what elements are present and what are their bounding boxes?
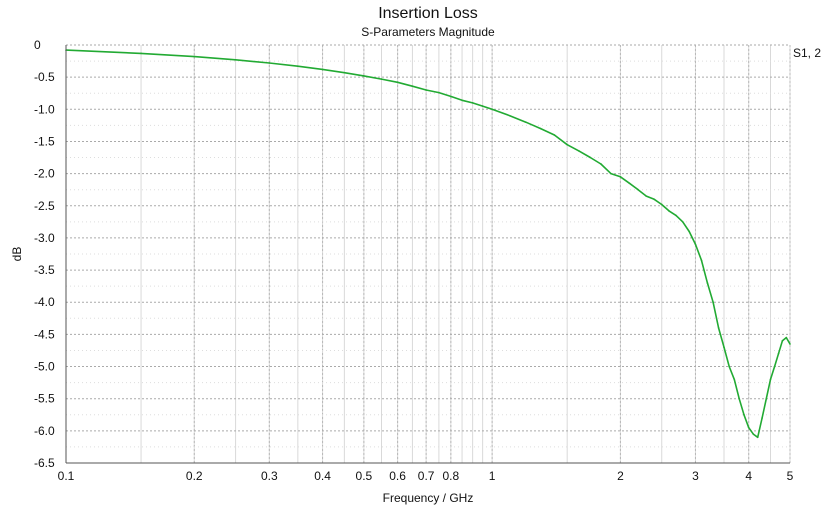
series-point [712,301,714,304]
series-point [717,327,720,329]
series-point [619,176,622,178]
series-point [765,397,768,400]
series-point [723,346,725,349]
series-point [781,340,784,342]
legend-series-label: S1, 2 [793,46,821,60]
y-tick-label: -2.0 [34,167,55,181]
x-axis-label: Frequency / GHz [383,491,474,505]
x-tick-label: 0.1 [58,469,75,483]
series-point [481,105,484,107]
y-tick-label: -6.0 [34,424,55,438]
series-point [508,114,511,117]
series-point [525,121,527,123]
series-point [578,150,580,152]
series-point [756,436,759,439]
series-point [789,343,791,345]
series-point [610,172,612,175]
series-point [193,55,196,58]
x-tick-label: 4 [745,469,752,483]
series-point [668,210,670,212]
series-point [738,397,741,400]
series-point [645,195,648,197]
x-tick-label: 0.7 [418,469,435,483]
x-tick-label: 2 [617,469,624,483]
series-point [140,52,142,55]
series-point [777,352,780,355]
series-point [539,127,542,130]
x-tick-label: 0.5 [356,469,373,483]
y-tick-label: -5.0 [34,360,55,374]
series-point [628,182,631,185]
series-point [297,65,299,68]
x-tick-label: 0.8 [442,469,459,483]
series-point [688,230,690,233]
series-point [675,214,677,217]
series-point [321,68,324,71]
series-point [438,91,440,94]
series-point [773,365,776,368]
tick-labels: 0.1 0.2 0.3 0.4 0.5 0.6 0.7 0.8 1 2 3 4 5 0 -0.5 -1.0 -1… [34,38,794,483]
y-tick-label: -6.5 [34,456,55,470]
series-point [785,336,788,339]
series-point [653,198,655,201]
axes [65,45,790,464]
series-point [728,365,731,368]
x-tick-label: 3 [692,469,699,483]
series-point [761,417,763,419]
y-tick-label: -3.0 [34,231,55,245]
series-point [396,81,399,84]
y-tick-label: -1.5 [34,134,55,148]
x-tick-label: 0.6 [389,469,406,483]
y-tick-label: -2.5 [34,199,55,213]
series-point [471,102,474,104]
y-tick-label: -4.0 [34,295,55,309]
series-point [566,143,568,146]
series-point [553,134,556,136]
y-tick-label: -5.5 [34,392,55,406]
series-point [425,89,427,91]
series-point [450,95,452,98]
x-tick-label: 0.4 [314,469,331,483]
series-point [747,426,750,429]
series-point [743,413,745,416]
chart-subtitle: S-Parameters Magnitude [361,25,495,39]
series-point [769,378,772,381]
series-point [461,99,463,102]
x-tick-label: 1 [489,469,496,483]
series-point [637,188,639,191]
chart-title: Insertion Loss [378,5,478,22]
series-point [234,58,237,61]
x-tick-label: 5 [787,469,794,483]
series-point [700,259,703,262]
series-group [65,49,791,439]
y-tick-label: -4.5 [34,327,55,341]
y-tick-label: -0.5 [34,70,55,84]
x-tick-label: 0.2 [186,469,203,483]
grid-lines [65,44,791,464]
series-point [380,78,383,80]
series-line-s12 [65,49,791,439]
series-point [733,378,736,381]
series-point [752,433,755,435]
series-point [343,71,346,74]
series-point [268,62,271,64]
series-point [681,221,684,223]
x-tick-label: 0.3 [261,469,278,483]
y-axis-label: dB [10,247,24,262]
y-tick-label: -3.5 [34,263,55,277]
series-point [660,203,663,206]
y-tick-label: -1.0 [34,102,55,116]
series-point [411,85,414,87]
series-point [491,108,493,111]
series-point [363,75,365,77]
series-point [589,156,592,159]
series-point [694,243,697,246]
series-point [600,163,602,165]
series-point [706,282,709,284]
y-tick-label: 0 [34,38,41,52]
